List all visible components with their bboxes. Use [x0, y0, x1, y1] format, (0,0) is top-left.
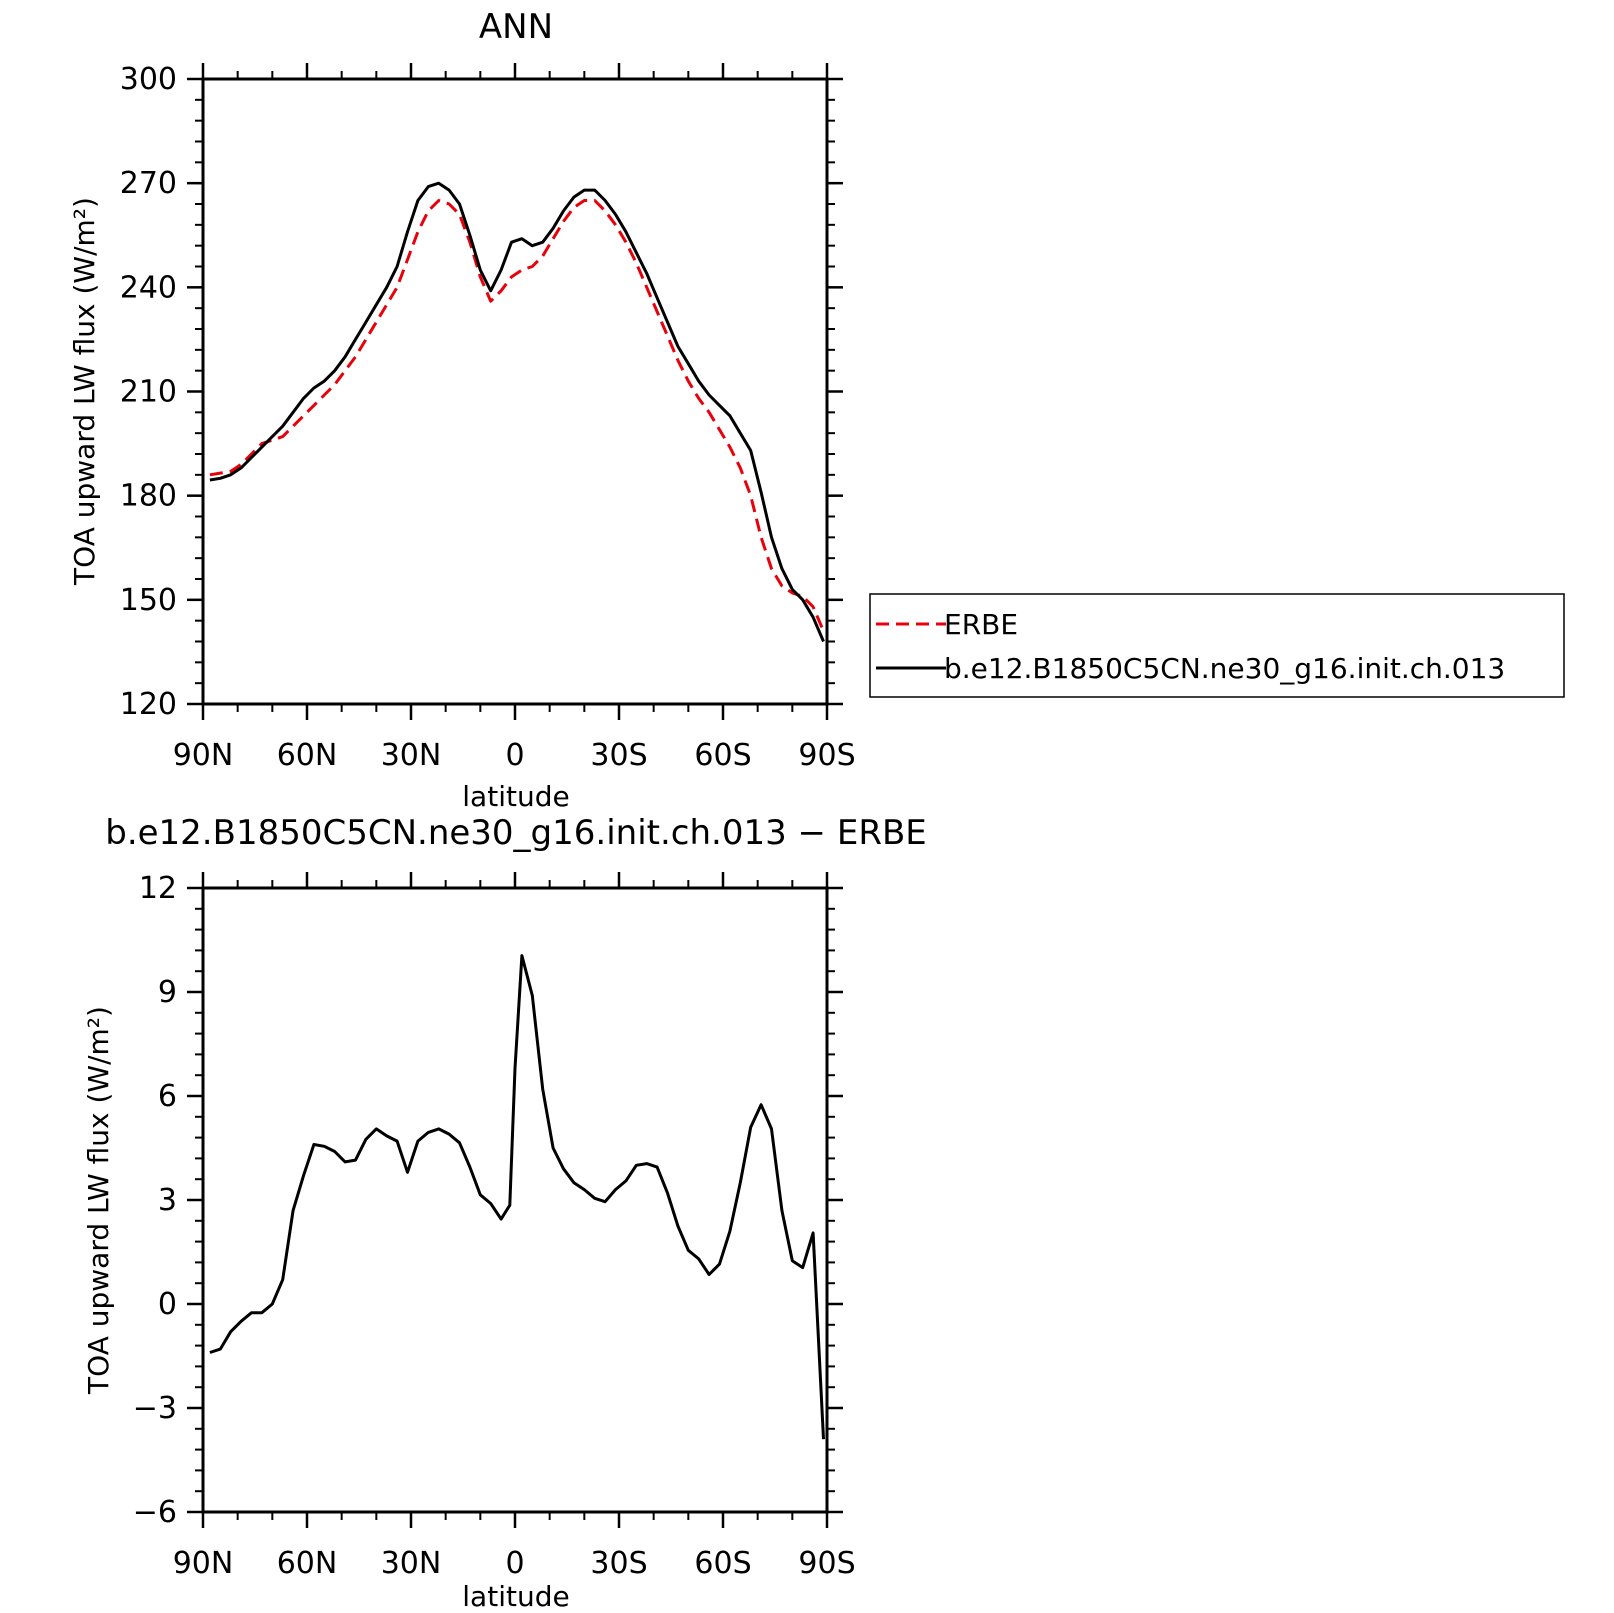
bottom-x-axis-label: latitude [462, 1580, 569, 1613]
top-series [209, 181, 825, 643]
bottom-y-tick-label: 9 [158, 975, 177, 1010]
top-chart-title: ANN [479, 7, 553, 47]
top-y-tick-label: 300 [120, 62, 177, 97]
top-x-tick-label: 90S [798, 738, 855, 773]
legend-label-erbe: ERBE [944, 608, 1018, 641]
top-series-line-model [209, 181, 825, 643]
top-x-axis-label: latitude [462, 780, 569, 813]
bottom-y-tick-label: −3 [133, 1391, 177, 1426]
bottom-x-tick-label: 60S [694, 1546, 751, 1581]
bottom-chart-title: b.e12.B1850C5CN.ne30_g16.init.ch.013 − E… [105, 813, 927, 853]
top-y-tick-label: 270 [120, 166, 177, 201]
top-x-ticks: 90N 60N 30N 0 30S 60S 90S [173, 63, 856, 773]
legend-label-model: b.e12.B1850C5CN.ne30_g16.init.ch.013 [944, 652, 1505, 685]
top-x-tick-label: 30N [381, 738, 442, 773]
top-y-tick-label: 240 [120, 270, 177, 305]
top-y-tick-label: 210 [120, 375, 177, 410]
bottom-x-tick-label: 60N [277, 1546, 338, 1581]
bottom-series-line-difference [209, 954, 825, 1440]
bottom-y-tick-label: 6 [158, 1079, 177, 1114]
bottom-y-axis-label: TOA upward LW flux (W/m²) [82, 1006, 115, 1395]
bottom-x-tick-label: 90N [173, 1546, 234, 1581]
top-plot-area [201, 77, 829, 706]
bottom-x-tick-label: 30N [381, 1546, 442, 1581]
top-y-tick-label: 150 [120, 583, 177, 618]
top-y-tick-label: 120 [120, 687, 177, 722]
bottom-y-tick-label: −6 [133, 1495, 177, 1530]
bottom-y-tick-label: 3 [158, 1183, 177, 1218]
bottom-y-tick-label: 0 [158, 1287, 177, 1322]
top-x-tick-label: 60N [277, 738, 338, 773]
top-y-ticks: 120 150 180 210 240 270 300 [120, 62, 843, 722]
legend: ERBE b.e12.B1850C5CN.ne30_g16.init.ch.01… [869, 593, 1565, 698]
bottom-chart: b.e12.B1850C5CN.ne30_g16.init.ch.013 − E… [82, 813, 927, 1613]
bottom-x-tick-label: 90S [798, 1546, 855, 1581]
bottom-x-ticks: 90N 60N 30N 0 30S 60S 90S [173, 872, 856, 1581]
bottom-series [209, 954, 825, 1440]
top-x-tick-label: 30S [590, 738, 647, 773]
top-x-tick-label: 0 [505, 738, 524, 773]
bottom-y-ticks: −6 −3 0 3 6 9 12 [133, 871, 843, 1530]
top-x-tick-label: 60S [694, 738, 751, 773]
top-x-tick-label: 90N [173, 738, 234, 773]
top-chart: ANN 120 150 180 210 240 270 300 90N 60N 30N 0 30S 6… [68, 7, 856, 813]
bottom-x-tick-label: 30S [590, 1546, 647, 1581]
top-y-axis-label: TOA upward LW flux (W/m²) [68, 197, 101, 586]
bottom-y-tick-label: 12 [139, 871, 177, 906]
bottom-x-tick-label: 0 [505, 1546, 524, 1581]
top-y-tick-label: 180 [120, 479, 177, 514]
legend-box [869, 593, 1565, 698]
top-series-line-erbe [209, 199, 825, 632]
